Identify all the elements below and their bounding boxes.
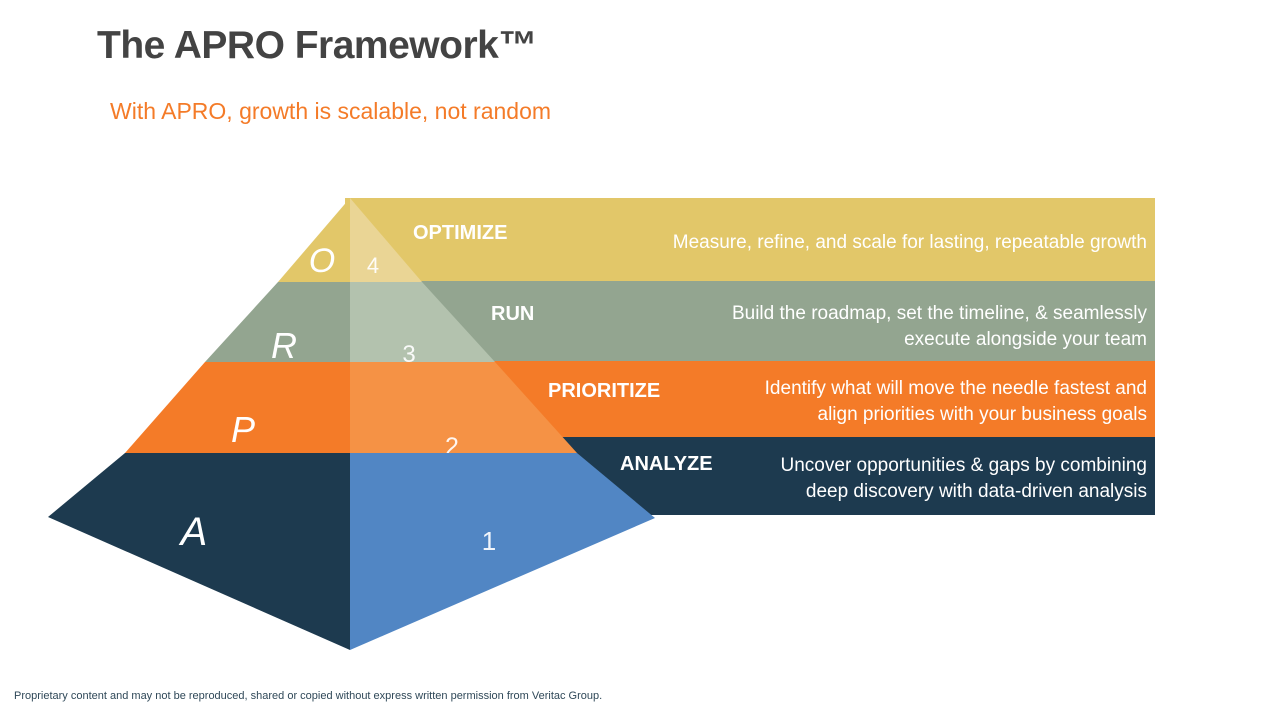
pyramid-level-run[interactable]: R 3: [205, 282, 495, 368]
apro-pyramid-diagram: OPTIMIZE Measure, refine, and scale for …: [48, 198, 1155, 650]
slide-subtitle: With APRO, growth is scalable, not rando…: [110, 98, 552, 124]
pyramid-run-left-face: [205, 282, 350, 362]
pyramid-prioritize-right-face: [350, 362, 577, 453]
band-optimize-desc-line1: Measure, refine, and scale for lasting, …: [673, 232, 1147, 253]
pyramid-number-4: 4: [367, 253, 379, 278]
pyramid-level-prioritize[interactable]: P 2: [125, 362, 577, 461]
pyramid-letter-a: A: [179, 510, 208, 554]
pyramid-prioritize-left-face: [125, 362, 350, 453]
band-run-desc-line2: execute alongside your team: [904, 329, 1147, 350]
pyramid-level-analyze[interactable]: A 1: [48, 453, 655, 650]
band-prioritize-desc-line2: align priorities with your business goal…: [818, 404, 1148, 425]
pyramid-letter-r: R: [271, 325, 297, 366]
band-run-label: RUN: [491, 303, 534, 325]
band-run-desc-line1: Build the roadmap, set the timeline, & s…: [732, 303, 1148, 324]
footer-note: Proprietary content and may not be repro…: [14, 690, 603, 702]
slide-title: The APRO Framework™: [97, 24, 537, 67]
band-analyze-desc-line1: Uncover opportunities & gaps by combinin…: [781, 455, 1147, 476]
pyramid-number-1: 1: [482, 526, 496, 556]
band-optimize-rect: [345, 198, 1155, 281]
band-optimize-label: OPTIMIZE: [413, 222, 507, 244]
pyramid-number-3: 3: [402, 341, 415, 368]
pyramid-analyze-left-face: [48, 453, 350, 650]
pyramid-optimize-left-face: [278, 198, 350, 282]
band-prioritize-label: PRIORITIZE: [548, 380, 660, 402]
band-optimize[interactable]: OPTIMIZE Measure, refine, and scale for …: [345, 198, 1155, 281]
band-prioritize-desc-line1: Identify what will move the needle faste…: [765, 378, 1147, 399]
pyramid-letter-p: P: [231, 409, 255, 450]
band-analyze-desc-line2: deep discovery with data-driven analysis: [806, 481, 1147, 502]
pyramid-run-right-face: [350, 282, 495, 362]
pyramid-level-optimize[interactable]: O 4: [278, 198, 422, 282]
pyramid-optimize-right-face: [350, 198, 422, 282]
pyramid-analyze-right-face: [350, 453, 655, 650]
pyramid-letter-o: O: [309, 242, 335, 280]
band-analyze-label: ANALYZE: [620, 453, 713, 475]
